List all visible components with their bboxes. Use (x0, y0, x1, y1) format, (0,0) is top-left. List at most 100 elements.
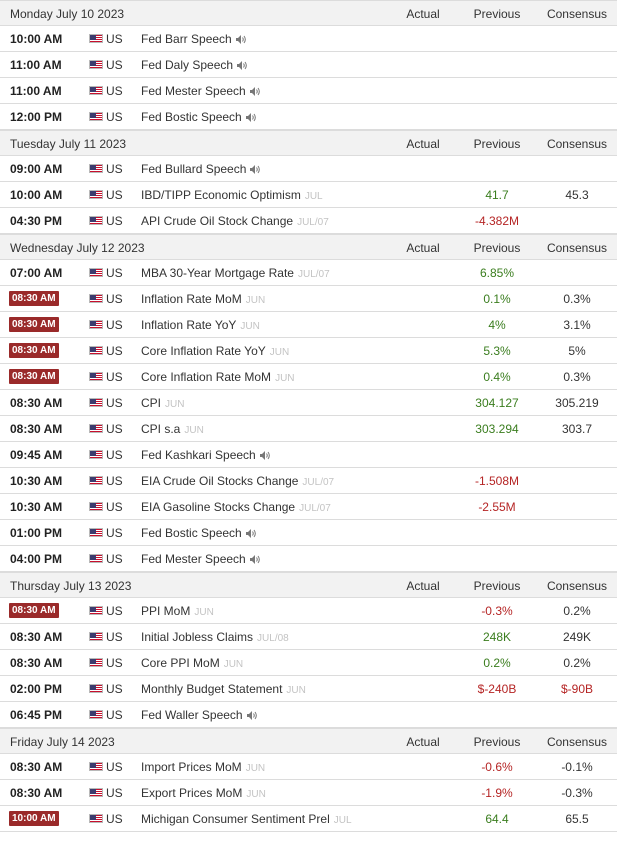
event-reference: JUN (223, 659, 244, 670)
event-row[interactable]: 08:30 AM US Core Inflation Rate MoM JUN 0.4%… (0, 364, 617, 390)
event-name: Fed Bostic Speech (141, 526, 242, 540)
event-row[interactable]: 12:00 PM US Fed Bostic Speech (0, 104, 617, 130)
event-time: 10:30 AM (10, 500, 63, 514)
event-name-link[interactable]: Import Prices MoM JUN (141, 760, 265, 774)
event-name-link[interactable]: EIA Gasoline Stocks Change JUL/07 (141, 500, 331, 514)
event-reference: JUN (286, 685, 306, 696)
event-reference: JUN (246, 789, 266, 800)
consensus-value[interactable]: 0.2% (563, 604, 591, 618)
event-name-link[interactable]: CPI JUN (141, 396, 184, 410)
column-header-previous: Previous (473, 579, 521, 593)
event-name-link[interactable]: PPI MoM JUN (141, 604, 214, 618)
event-row[interactable]: 11:00 AM US Fed Daly Speech (0, 52, 617, 78)
event-name: Fed Waller Speech (141, 708, 243, 722)
event-name-link[interactable]: Inflation Rate YoY JUN (141, 318, 260, 332)
consensus-value[interactable]: 303.7 (561, 422, 593, 436)
event-name-link[interactable]: Fed Daly Speech (141, 58, 248, 73)
event-row[interactable]: 10:00 AM US Michigan Consumer Sentiment Pr… (0, 806, 617, 832)
consensus-value[interactable]: 0.3% (563, 292, 591, 306)
event-time-highlighted: 08:30 AM (9, 343, 59, 358)
flag-canton (90, 763, 96, 768)
consensus-value[interactable]: 65.5 (565, 812, 589, 826)
event-name-link[interactable]: IBD/TIPP Economic Optimism JUL (141, 188, 323, 202)
event-reference: JUL/07 (302, 477, 335, 488)
event-name-link[interactable]: Initial Jobless Claims JUL/08 (141, 630, 289, 644)
event-name-link[interactable]: API Crude Oil Stock Change JUL/07 (141, 214, 329, 228)
event-row[interactable]: 10:30 AM US EIA Gasoline Stocks Change JUL/… (0, 494, 617, 520)
event-name-link[interactable]: EIA Crude Oil Stocks Change JUL/07 (141, 474, 334, 488)
event-time: 04:00 PM (10, 552, 63, 566)
event-row[interactable]: 08:30 AM US Import Prices MoM JUN -0.6% -0.1% (0, 754, 617, 780)
column-header-consensus: Consensus (546, 137, 608, 151)
previous-value: 6.85% (479, 266, 515, 280)
event-time: 07:00 AM (10, 266, 63, 280)
event-row[interactable]: 08:30 AM US PPI MoM JUN -0.3% 0.2% (0, 598, 617, 624)
consensus-value[interactable]: 0.2% (563, 656, 591, 670)
event-name-link[interactable]: Fed Waller Speech (141, 708, 258, 723)
previous-value: -2.55M (478, 500, 516, 514)
event-row[interactable]: 08:30 AM US Export Prices MoM JUN -1.9% -0.3% (0, 780, 617, 806)
event-name: API Crude Oil Stock Change (141, 214, 294, 228)
event-row[interactable]: 11:00 AM US Fed Mester Speech (0, 78, 617, 104)
flag-canton (90, 113, 96, 118)
event-name-link[interactable]: Fed Barr Speech (141, 32, 247, 47)
event-row[interactable]: 08:30 AM US CPI s.a JUN 303.294 303.7 (0, 416, 617, 442)
flag-canton (90, 87, 96, 92)
event-name-link[interactable]: Export Prices MoM JUN (141, 786, 266, 800)
event-row[interactable]: 07:00 AM US MBA 30-Year Mortgage Rate JUL/0… (0, 260, 617, 286)
event-name-link[interactable]: CPI s.a JUN (141, 422, 204, 436)
event-name-link[interactable]: Fed Bostic Speech (141, 526, 257, 541)
event-row[interactable]: 04:30 PM US API Crude Oil Stock Change JUL/… (0, 208, 617, 234)
event-name-link[interactable]: Core Inflation Rate MoM JUN (141, 370, 295, 384)
event-row[interactable]: 04:00 PM US Fed Mester Speech (0, 546, 617, 572)
consensus-value[interactable]: 249K (562, 630, 592, 644)
event-name-link[interactable]: Monthly Budget Statement JUN (141, 682, 306, 696)
consensus-value[interactable]: 5% (568, 344, 586, 358)
event-row[interactable]: 08:30 AM US Initial Jobless Claims JUL/08 24… (0, 624, 617, 650)
consensus-value[interactable]: 45.3 (565, 188, 589, 202)
event-row[interactable]: 09:00 AM US Fed Bullard Speech (0, 156, 617, 182)
event-name-link[interactable]: Fed Kashkari Speech (141, 448, 271, 463)
event-row[interactable]: 08:30 AM US Core Inflation Rate YoY JUN 5.3%… (0, 338, 617, 364)
country-code: US (106, 396, 123, 410)
day-group: Thursday July 13 2023 Actual Previous Conse… (0, 572, 617, 728)
event-name-link[interactable]: Inflation Rate MoM JUN (141, 292, 265, 306)
event-name-link[interactable]: Michigan Consumer Sentiment Prel JUL (141, 812, 352, 826)
consensus-value[interactable]: 3.1% (563, 318, 591, 332)
consensus-value[interactable]: -0.3% (561, 786, 593, 800)
previous-value: 64.4 (485, 812, 509, 826)
consensus-value[interactable]: 305.219 (555, 396, 599, 410)
event-name-link[interactable]: Fed Mester Speech (141, 552, 261, 567)
consensus-value[interactable]: $-90B (560, 682, 594, 696)
column-header-actual: Actual (406, 735, 440, 749)
event-row[interactable]: 08:30 AM US Inflation Rate YoY JUN 4% 3.1% (0, 312, 617, 338)
event-row[interactable]: 02:00 PM US Monthly Budget Statement JUN $-2… (0, 676, 617, 702)
event-row[interactable]: 10:30 AM US EIA Crude Oil Stocks Change JUL… (0, 468, 617, 494)
event-row[interactable]: 08:30 AM US Inflation Rate MoM JUN 0.1% 0.3% (0, 286, 617, 312)
consensus-value[interactable]: 0.3% (563, 370, 591, 384)
us-flag-icon (89, 814, 103, 823)
event-time-highlighted: 08:30 AM (9, 369, 59, 384)
event-name-link[interactable]: Core Inflation Rate YoY JUN (141, 344, 289, 358)
event-row[interactable]: 06:45 PM US Fed Waller Speech (0, 702, 617, 728)
event-name-link[interactable]: Fed Mester Speech (141, 84, 261, 99)
event-name-link[interactable]: Fed Bostic Speech (141, 110, 257, 125)
event-name-link[interactable]: Core PPI MoM JUN (141, 656, 243, 670)
day-group: Friday July 14 2023 Actual Previous Consens… (0, 728, 617, 832)
event-row[interactable]: 10:00 AM US IBD/TIPP Economic Optimism JUL 4… (0, 182, 617, 208)
event-name: Fed Bullard Speech (141, 162, 247, 176)
consensus-value[interactable]: -0.1% (561, 760, 593, 774)
event-name-link[interactable]: Fed Bullard Speech (141, 162, 261, 177)
event-name: EIA Crude Oil Stocks Change (141, 474, 299, 488)
event-name-link[interactable]: MBA 30-Year Mortgage Rate JUL/07 (141, 266, 330, 280)
event-row[interactable]: 01:00 PM US Fed Bostic Speech (0, 520, 617, 546)
event-row[interactable]: 08:30 AM US CPI JUN 304.127 305.219 (0, 390, 617, 416)
event-row[interactable]: 09:45 AM US Fed Kashkari Speech (0, 442, 617, 468)
column-header-previous: Previous (473, 241, 521, 255)
speaker-icon (259, 449, 271, 463)
event-row[interactable]: 10:00 AM US Fed Barr Speech (0, 26, 617, 52)
event-row[interactable]: 08:30 AM US Core PPI MoM JUN 0.2% 0.2% (0, 650, 617, 676)
column-header-previous: Previous (473, 735, 521, 749)
country-code: US (106, 604, 123, 618)
